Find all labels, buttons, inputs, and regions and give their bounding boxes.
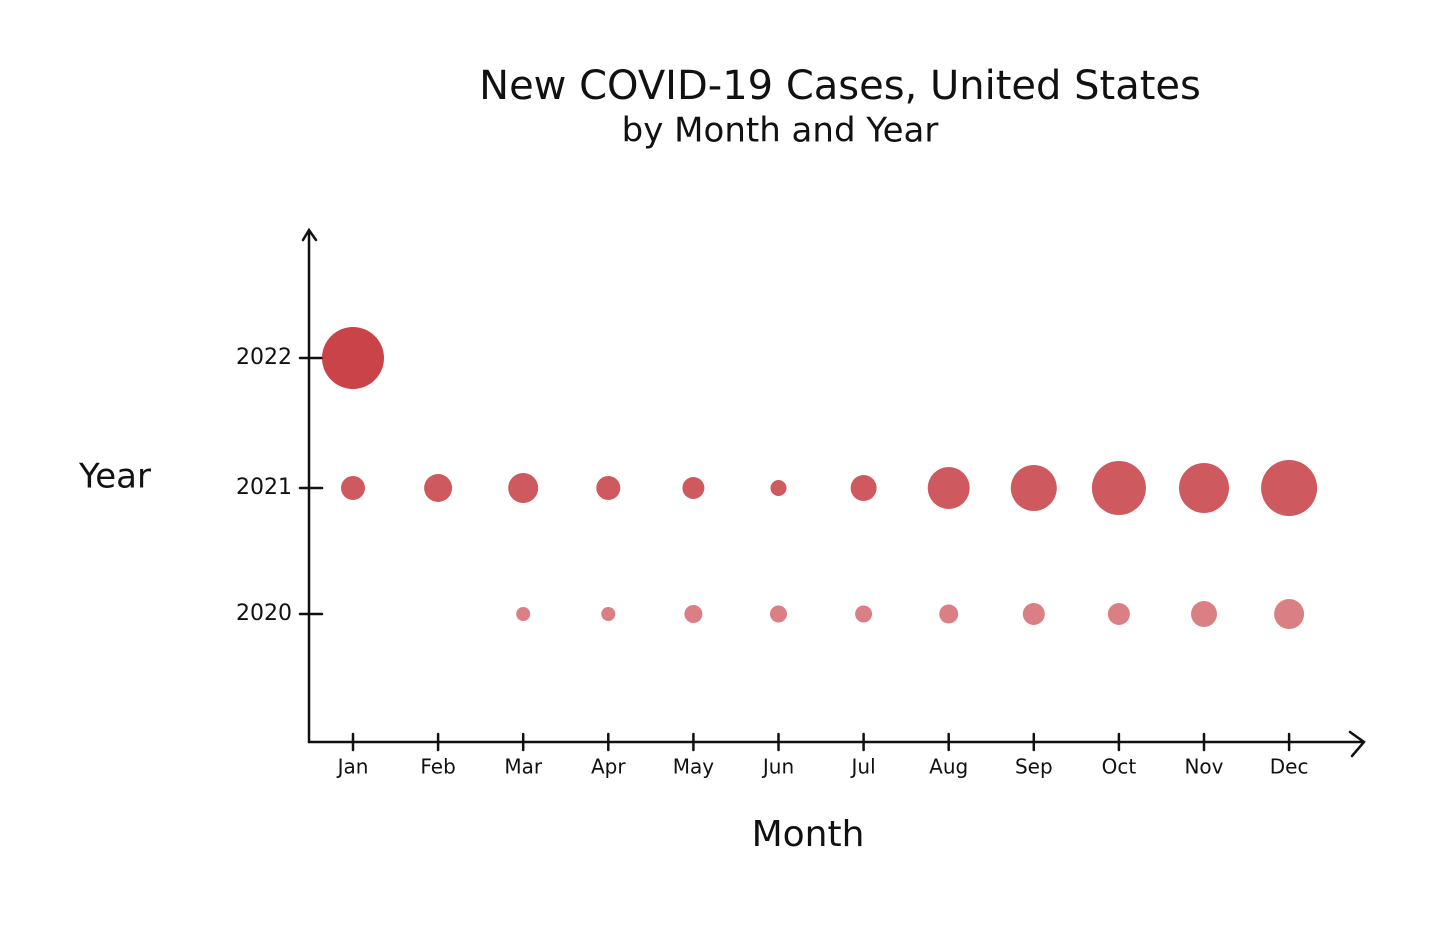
x-tick-label: Jan bbox=[336, 755, 369, 779]
y-axis bbox=[301, 227, 318, 744]
x-tick-label: Mar bbox=[504, 755, 543, 779]
bubble bbox=[508, 473, 539, 503]
x-tick-label: Feb bbox=[420, 755, 455, 779]
bubble bbox=[341, 476, 365, 500]
x-tick-label: Sep bbox=[1015, 755, 1053, 779]
bubble bbox=[601, 607, 616, 621]
bubble bbox=[1179, 463, 1229, 513]
bubble bbox=[684, 605, 703, 623]
bubble bbox=[1261, 460, 1318, 516]
x-tick-label: May bbox=[673, 755, 715, 779]
y-tick-label: 2022 bbox=[236, 345, 292, 370]
bubble bbox=[1274, 599, 1305, 629]
bubble bbox=[322, 327, 384, 389]
x-tick-label: Oct bbox=[1102, 755, 1137, 779]
x-axis-label: Month bbox=[752, 814, 865, 855]
bubble bbox=[1107, 603, 1130, 625]
x-tick-label: Aug bbox=[929, 755, 968, 779]
bubble bbox=[1022, 603, 1045, 625]
x-tick-label: Dec bbox=[1270, 755, 1309, 779]
chart-subtitle: by Month and Year bbox=[622, 111, 939, 151]
bubble bbox=[1191, 601, 1217, 627]
bubble bbox=[939, 604, 959, 624]
y-axis-label: Year bbox=[78, 457, 151, 497]
bubble bbox=[516, 607, 531, 621]
bubble bbox=[682, 477, 705, 499]
x-tick-label: Nov bbox=[1184, 755, 1223, 779]
bubble bbox=[596, 476, 621, 500]
bubble bbox=[927, 467, 970, 509]
bubble bbox=[424, 474, 453, 502]
y-tick-label: 2021 bbox=[236, 475, 292, 500]
bubble bbox=[855, 605, 873, 623]
bubble bbox=[770, 605, 787, 623]
y-tick-label: 2020 bbox=[236, 601, 292, 626]
x-axis bbox=[307, 730, 1366, 758]
bubble bbox=[850, 475, 877, 501]
x-tick-label: Apr bbox=[591, 755, 626, 779]
x-tick-label: Jun bbox=[761, 755, 794, 779]
bubble bbox=[1010, 465, 1057, 511]
bubble bbox=[1091, 461, 1146, 515]
chart-title: New COVID-19 Cases, United States bbox=[479, 63, 1201, 109]
x-tick-label: Jul bbox=[850, 755, 876, 779]
bubble bbox=[770, 480, 787, 496]
